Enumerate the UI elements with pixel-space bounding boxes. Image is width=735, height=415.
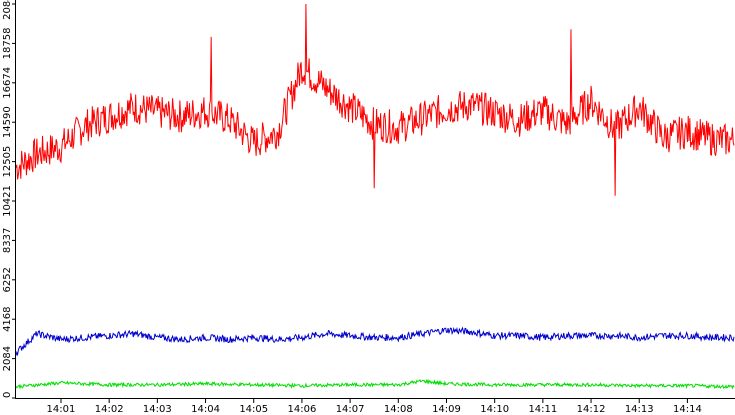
series-line-3 xyxy=(15,378,735,390)
y-tick-label: 6252 xyxy=(2,267,13,292)
x-tick-label: 14:13 xyxy=(625,404,654,415)
x-tick-label: 14:02 xyxy=(95,404,124,415)
y-tick-label: 14590 xyxy=(2,106,13,138)
y-tick-label: 12505 xyxy=(2,146,13,178)
x-tick-label: 14:11 xyxy=(528,404,557,415)
x-tick-label: 14:06 xyxy=(288,404,317,415)
series-layer xyxy=(15,3,735,390)
series-line-2 xyxy=(15,326,735,357)
series-line-1 xyxy=(15,3,735,196)
y-tick-label: 8337 xyxy=(2,228,13,253)
x-axis: 14:01 14:02 14:03 14:04 14:05 14:06 14:07 14:08… xyxy=(15,398,735,415)
x-tick-label: 14:10 xyxy=(480,404,509,415)
y-tick-label: 2084 xyxy=(2,346,13,371)
y-tick-label: 0 xyxy=(2,392,13,398)
y-tick-label: 16674 xyxy=(2,67,13,99)
x-tick-label: 14:01 xyxy=(47,404,76,415)
x-tick-label: 14:08 xyxy=(384,404,413,415)
x-tick-label: 14:09 xyxy=(432,404,461,415)
x-tick-label: 14:03 xyxy=(143,404,172,415)
y-tick-label: 10421 xyxy=(2,185,13,217)
x-tick-label: 14:04 xyxy=(191,404,220,415)
y-tick-label: 4168 xyxy=(2,306,13,331)
x-tick-label: 14:14 xyxy=(673,404,702,415)
y-tick-label: 20843 xyxy=(2,0,13,20)
x-tick-label: 14:05 xyxy=(239,404,268,415)
x-tick-label: 14:12 xyxy=(577,404,606,415)
y-tick-label: 18758 xyxy=(2,28,13,60)
x-tick-label: 14:07 xyxy=(336,404,365,415)
y-axis: 0 2084 4168 6252 8337 10421 12505 14590 16674 187… xyxy=(2,0,16,399)
